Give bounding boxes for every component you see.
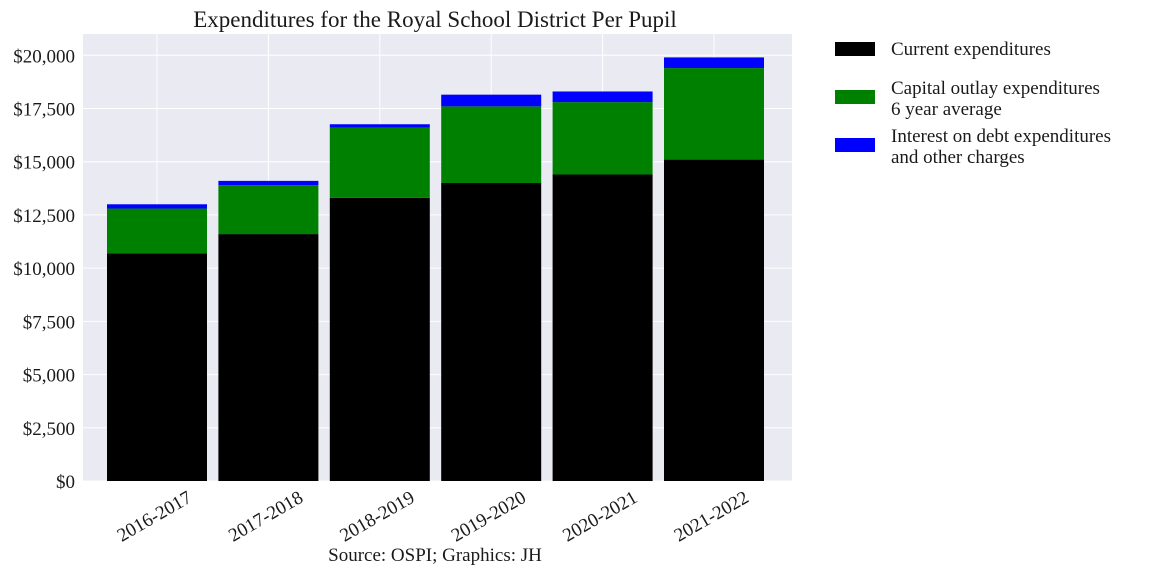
bars bbox=[107, 57, 764, 482]
bar-capital-outlay bbox=[664, 68, 764, 160]
y-tick-label: $20,000 bbox=[13, 46, 75, 67]
legend-label: Interest on debt expenditures and other c… bbox=[891, 126, 1111, 168]
x-axis-label: Source: OSPI; Graphics: JH bbox=[328, 545, 542, 566]
bar-capital-outlay bbox=[218, 185, 319, 235]
legend-swatch bbox=[835, 90, 875, 104]
bar-current bbox=[329, 197, 430, 481]
chart-title: Expenditures for the Royal School Distri… bbox=[193, 7, 677, 32]
x-tick-label: 2020-2021 bbox=[559, 487, 641, 546]
bar-current bbox=[664, 159, 764, 482]
bar-current bbox=[552, 174, 653, 481]
x-tick-label: 2016-2017 bbox=[114, 487, 196, 546]
x-tick-label: 2019-2020 bbox=[448, 487, 530, 546]
legend-swatch bbox=[835, 138, 875, 152]
bar-capital-outlay bbox=[441, 106, 542, 183]
bar-interest bbox=[329, 124, 430, 128]
bar-capital-outlay bbox=[107, 208, 207, 254]
bar-capital-outlay bbox=[329, 127, 430, 198]
y-tick-label: $12,500 bbox=[13, 206, 75, 227]
x-tick-label: 2021-2022 bbox=[671, 487, 753, 546]
x-tick-label: 2018-2019 bbox=[337, 487, 419, 546]
bar-current bbox=[441, 183, 542, 481]
bar-interest bbox=[664, 57, 764, 69]
y-tick-label: $7,500 bbox=[23, 312, 75, 333]
y-tick-label: $15,000 bbox=[13, 153, 75, 174]
x-axis: 2016-2017 2017-2018 2018-2019 2019-2020 2020… bbox=[114, 487, 753, 546]
bar-interest bbox=[218, 180, 319, 186]
y-tick-label: $0 bbox=[56, 472, 75, 493]
legend-label: Current expenditures bbox=[891, 39, 1051, 60]
bar-current bbox=[218, 234, 319, 481]
bar-capital-outlay bbox=[552, 102, 653, 175]
bar-interest bbox=[107, 204, 207, 209]
y-tick-label: $10,000 bbox=[13, 259, 75, 280]
legend-label: Capital outlay expenditures 6 year averag… bbox=[891, 78, 1100, 120]
legend: Current expenditures Capital outlay expen… bbox=[835, 39, 1111, 168]
y-tick-label: $17,500 bbox=[13, 100, 75, 121]
y-axis: $0 $2,500 $5,000 $7,500 $10,000 $12,500 $15,00… bbox=[13, 46, 75, 493]
y-tick-label: $2,500 bbox=[23, 419, 75, 440]
x-tick-label: 2017-2018 bbox=[225, 487, 307, 546]
legend-swatch bbox=[835, 42, 875, 56]
y-tick-label: $5,000 bbox=[23, 366, 75, 387]
bar-interest bbox=[552, 91, 653, 103]
bar-current bbox=[107, 253, 207, 481]
bar-interest bbox=[441, 94, 542, 107]
